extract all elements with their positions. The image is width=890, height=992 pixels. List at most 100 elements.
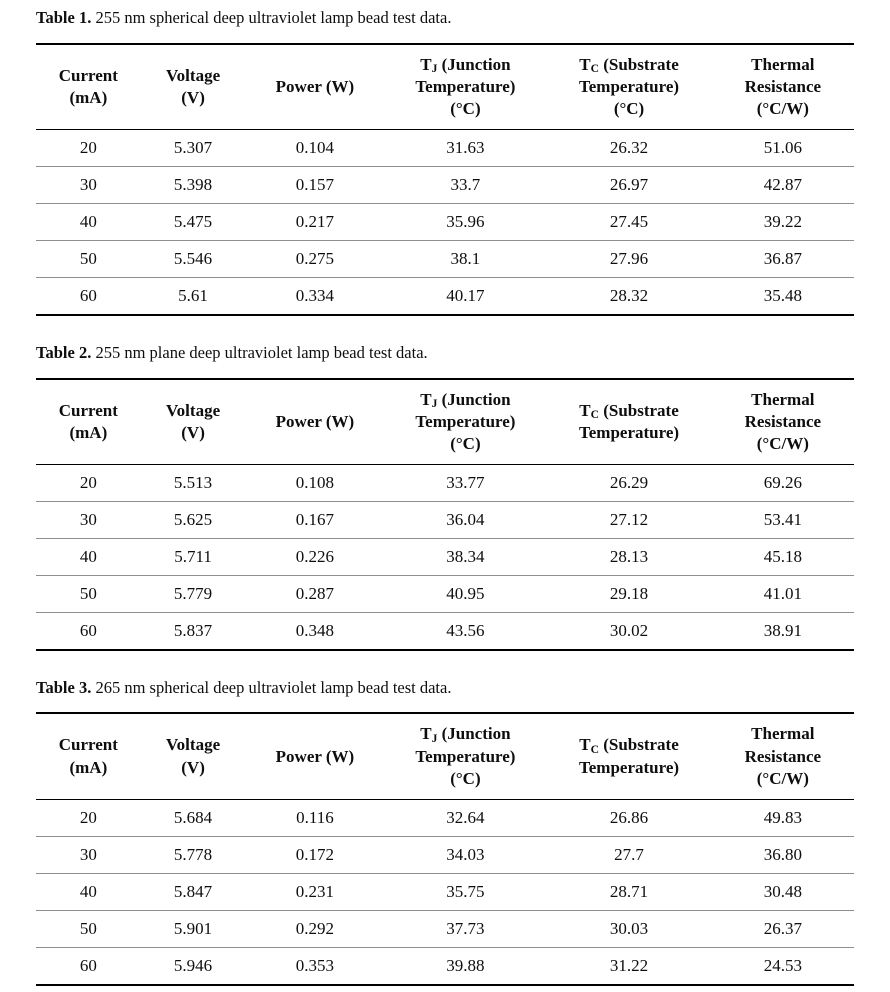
table-cell-voltage: 5.778 — [140, 835, 246, 874]
caption-label: Table 2. — [36, 342, 92, 362]
symbol-after: (Substrate — [598, 735, 679, 755]
column-header-line: Resistance — [744, 76, 822, 96]
table-cell-thermal-resistance: 69.26 — [763, 472, 802, 492]
table-cell-substrate-temperature: 28.13 — [546, 537, 712, 576]
column-header-line: Voltage — [165, 735, 221, 755]
table-row: 40 5.711 0.226 38.34 28.13 45.18 — [36, 537, 854, 576]
column-header-line: (°C/W) — [756, 768, 809, 788]
table-row: 20 5.513 0.108 33.77 26.29 69.26 — [36, 464, 854, 501]
column-header-line: Temperature) — [415, 746, 516, 766]
table-1-caption: Table 1. 255 nm spherical deep ultraviol… — [36, 8, 854, 29]
symbol-subscript: J — [431, 731, 438, 745]
table-2-caption: Table 2. 255 nm plane deep ultraviolet l… — [36, 343, 854, 364]
table-cell-junction-temperature: 40.17 — [384, 276, 547, 315]
table-cell-junction-temperature: 40.95 — [384, 574, 547, 613]
symbol-base: T — [420, 54, 432, 74]
table-cell-current: 40 — [36, 872, 141, 911]
column-header-line: Voltage — [165, 400, 221, 420]
table-cell-voltage: 5.711 — [140, 537, 246, 576]
table-cell-power: 0.167 — [245, 500, 385, 539]
column-header-line: TC (Substrate — [548, 400, 709, 422]
table-cell-thermal-resistance: 42.87 — [711, 165, 854, 204]
table-cell-thermal-resistance: 36.87 — [711, 239, 854, 278]
table-row: 50 5.546 0.275 38.1 27.96 36.87 — [36, 239, 854, 278]
table-cell-current: 20 — [79, 137, 97, 157]
table-cell-junction-temperature: 31.63 — [446, 137, 485, 157]
table-cell-power: 0.287 — [245, 574, 385, 613]
table-cell-junction-temperature: 37.73 — [384, 909, 547, 948]
table-cell-voltage: 5.901 — [140, 909, 246, 948]
column-header-line: (mA) — [69, 422, 108, 442]
column-header-line: (°C/W) — [756, 433, 809, 453]
table-cell-voltage: 5.307 — [173, 137, 213, 157]
table-cell-voltage: 5.398 — [140, 165, 246, 204]
caption-text: 255 nm plane deep ultraviolet lamp bead … — [95, 342, 428, 362]
column-header-line: Power (W) — [275, 411, 355, 431]
table-cell-voltage: 5.847 — [140, 872, 246, 911]
table-cell-thermal-resistance: 38.91 — [711, 611, 854, 650]
table-cell-substrate-temperature: 28.71 — [546, 872, 712, 911]
column-header-current: Current (mA) — [36, 43, 141, 130]
table-cell-thermal-resistance: 51.06 — [763, 137, 802, 157]
column-header-current: Current (mA) — [36, 713, 141, 800]
symbol-subscript: C — [590, 743, 599, 757]
column-header-line: Temperature) — [415, 76, 516, 96]
table-row: 50 5.901 0.292 37.73 30.03 26.37 — [36, 909, 854, 948]
data-table-1: Current (mA) Voltage (V) Power (W) TJ (Juncti… — [36, 42, 854, 316]
column-header-line: Resistance — [744, 746, 822, 766]
symbol-subscript: C — [590, 408, 599, 422]
symbol-after: (Junction — [437, 54, 511, 74]
column-header-line: Resistance — [744, 411, 822, 431]
symbol-after: (Junction — [437, 724, 511, 744]
table-cell-power: 0.353 — [245, 946, 385, 985]
column-header-line: Temperature) — [578, 422, 680, 442]
table-cell-voltage: 5.625 — [140, 500, 246, 539]
table-row: 30 5.625 0.167 36.04 27.12 53.41 — [36, 500, 854, 539]
caption-text: 265 nm spherical deep ultraviolet lamp b… — [95, 677, 452, 697]
table-cell-current: 30 — [36, 500, 141, 539]
symbol-subscript: J — [431, 62, 438, 76]
symbol-subscript: J — [431, 397, 438, 411]
table-cell-current: 50 — [36, 574, 141, 613]
table-row: 40 5.847 0.231 35.75 28.71 30.48 — [36, 872, 854, 911]
table-cell-power: 0.226 — [245, 537, 385, 576]
table-3-caption: Table 3. 265 nm spherical deep ultraviol… — [36, 678, 854, 699]
table-cell-voltage: 5.475 — [140, 202, 246, 241]
column-header-line: (°C) — [450, 433, 481, 453]
table-cell-thermal-resistance: 26.37 — [711, 909, 854, 948]
table-cell-substrate-temperature: 26.32 — [609, 137, 649, 157]
table-cell-current: 60 — [36, 946, 141, 985]
symbol-base: T — [579, 400, 591, 420]
table-cell-thermal-resistance: 36.80 — [711, 835, 854, 874]
table-cell-power: 0.292 — [245, 909, 385, 948]
column-header-thermal-resistance: Thermal Resistance (°C/W) — [711, 43, 854, 130]
table-cell-current: 30 — [36, 835, 141, 874]
symbol-subscript: C — [590, 62, 599, 76]
caption-label: Table 1. — [36, 8, 92, 27]
column-header-junction-temperature: TJ (Junction Temperature) (°C) — [384, 43, 547, 130]
column-header-line: (°C/W) — [756, 98, 809, 118]
column-header-thermal-resistance: Thermal Resistance (°C/W) — [711, 713, 854, 800]
table-cell-thermal-resistance: 45.18 — [711, 537, 854, 576]
table-cell-power: 0.348 — [245, 611, 385, 650]
table-cell-substrate-temperature: 29.18 — [546, 574, 712, 613]
table-cell-power: 0.104 — [295, 137, 335, 157]
table-cell-thermal-resistance: 49.83 — [763, 807, 802, 827]
table-cell-current: 30 — [36, 165, 141, 204]
table-cell-junction-temperature: 34.03 — [384, 835, 547, 874]
table-row: 60 5.61 0.334 40.17 28.32 35.48 — [36, 276, 854, 315]
column-header-power: Power (W) — [245, 378, 385, 465]
header-row: Current (mA) Voltage (V) Power (W) TJ (Juncti… — [36, 378, 854, 465]
column-header-line: TJ (Junction — [386, 723, 544, 745]
table-cell-thermal-resistance: 39.22 — [711, 202, 854, 241]
table-cell-junction-temperature: 38.34 — [384, 537, 547, 576]
table-cell-substrate-temperature: 26.29 — [609, 472, 649, 492]
table-cell-voltage: 5.61 — [140, 276, 246, 315]
table-cell-power: 0.334 — [245, 276, 385, 315]
table-cell-junction-temperature: 36.04 — [384, 500, 547, 539]
table-cell-voltage: 5.779 — [140, 574, 246, 613]
table-cell-thermal-resistance: 35.48 — [711, 276, 854, 315]
header-row: Current (mA) Voltage (V) Power (W) TJ (Juncti… — [36, 713, 854, 800]
column-header-line: Power (W) — [275, 746, 355, 766]
